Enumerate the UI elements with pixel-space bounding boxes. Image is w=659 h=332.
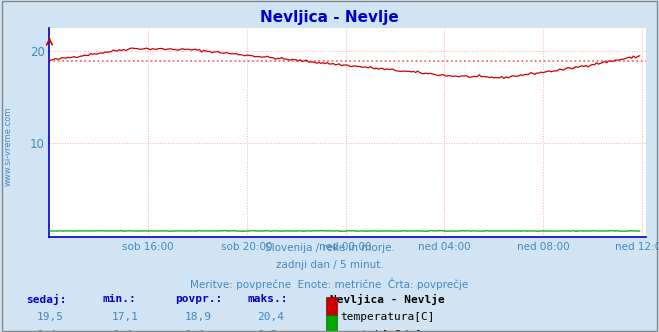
Text: pretok[m3/s]: pretok[m3/s] bbox=[341, 330, 422, 332]
Text: min.:: min.: bbox=[102, 294, 136, 304]
Text: 17,1: 17,1 bbox=[112, 312, 139, 322]
Text: Nevljica - Nevlje: Nevljica - Nevlje bbox=[260, 10, 399, 25]
Text: 20,4: 20,4 bbox=[257, 312, 284, 322]
Text: povpr.:: povpr.: bbox=[175, 294, 222, 304]
Text: Nevljica - Nevlje: Nevljica - Nevlje bbox=[330, 294, 444, 305]
Text: 0,4: 0,4 bbox=[36, 330, 57, 332]
Text: Meritve: povprečne  Enote: metrične  Črta: povprečje: Meritve: povprečne Enote: metrične Črta:… bbox=[190, 278, 469, 290]
Text: maks.:: maks.: bbox=[247, 294, 287, 304]
Text: www.si-vreme.com: www.si-vreme.com bbox=[3, 106, 13, 186]
Text: 0,4: 0,4 bbox=[112, 330, 132, 332]
Text: 0,5: 0,5 bbox=[257, 330, 277, 332]
Text: zadnji dan / 5 minut.: zadnji dan / 5 minut. bbox=[275, 260, 384, 270]
Text: Slovenija / reke in morje.: Slovenija / reke in morje. bbox=[264, 243, 395, 253]
Text: 19,5: 19,5 bbox=[36, 312, 63, 322]
Text: 18,9: 18,9 bbox=[185, 312, 212, 322]
Text: temperatura[C]: temperatura[C] bbox=[341, 312, 435, 322]
Text: 0,4: 0,4 bbox=[185, 330, 205, 332]
Text: sedaj:: sedaj: bbox=[26, 294, 67, 305]
